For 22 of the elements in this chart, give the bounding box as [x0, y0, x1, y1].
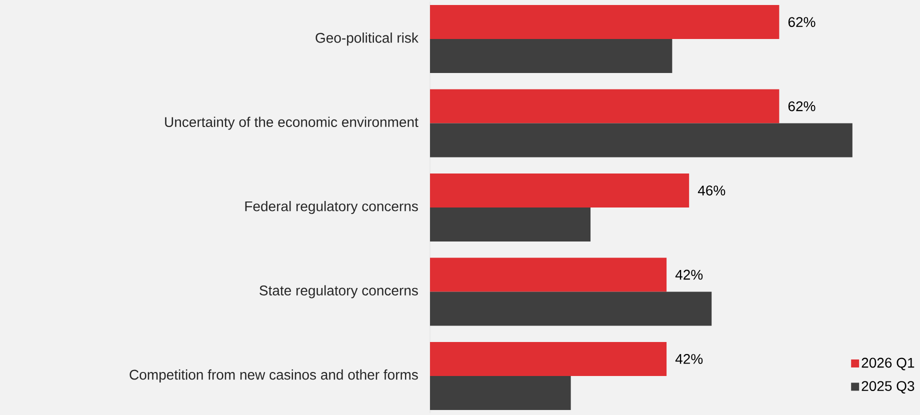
data-label: 42%: [675, 354, 703, 364]
legend-label: 2026 Q1: [862, 358, 914, 370]
bar: [430, 174, 690, 208]
bar: [430, 376, 571, 410]
bar: [430, 39, 672, 74]
bar: [430, 5, 780, 40]
data-label: 46%: [698, 186, 726, 196]
y-tick-label: State regulatory concerns: [260, 285, 418, 298]
bar: [430, 123, 852, 158]
data-label: 42%: [675, 270, 703, 280]
y-tick-label: Competition from new casinos and other forms: [130, 369, 418, 382]
y-tick-label: Federal regulatory concerns: [245, 200, 418, 214]
bar: [430, 89, 780, 124]
bar: [430, 208, 591, 242]
bar: [430, 258, 667, 292]
y-tick-label: Geo-political risk: [316, 32, 418, 46]
y-tick-label: Uncertainty of the economic environment: [165, 116, 418, 130]
legend-label: 2025 Q3: [862, 381, 914, 394]
data-label: 62%: [788, 17, 816, 28]
data-label: 62%: [788, 101, 816, 112]
bar: [430, 342, 667, 376]
bar: [430, 292, 712, 326]
